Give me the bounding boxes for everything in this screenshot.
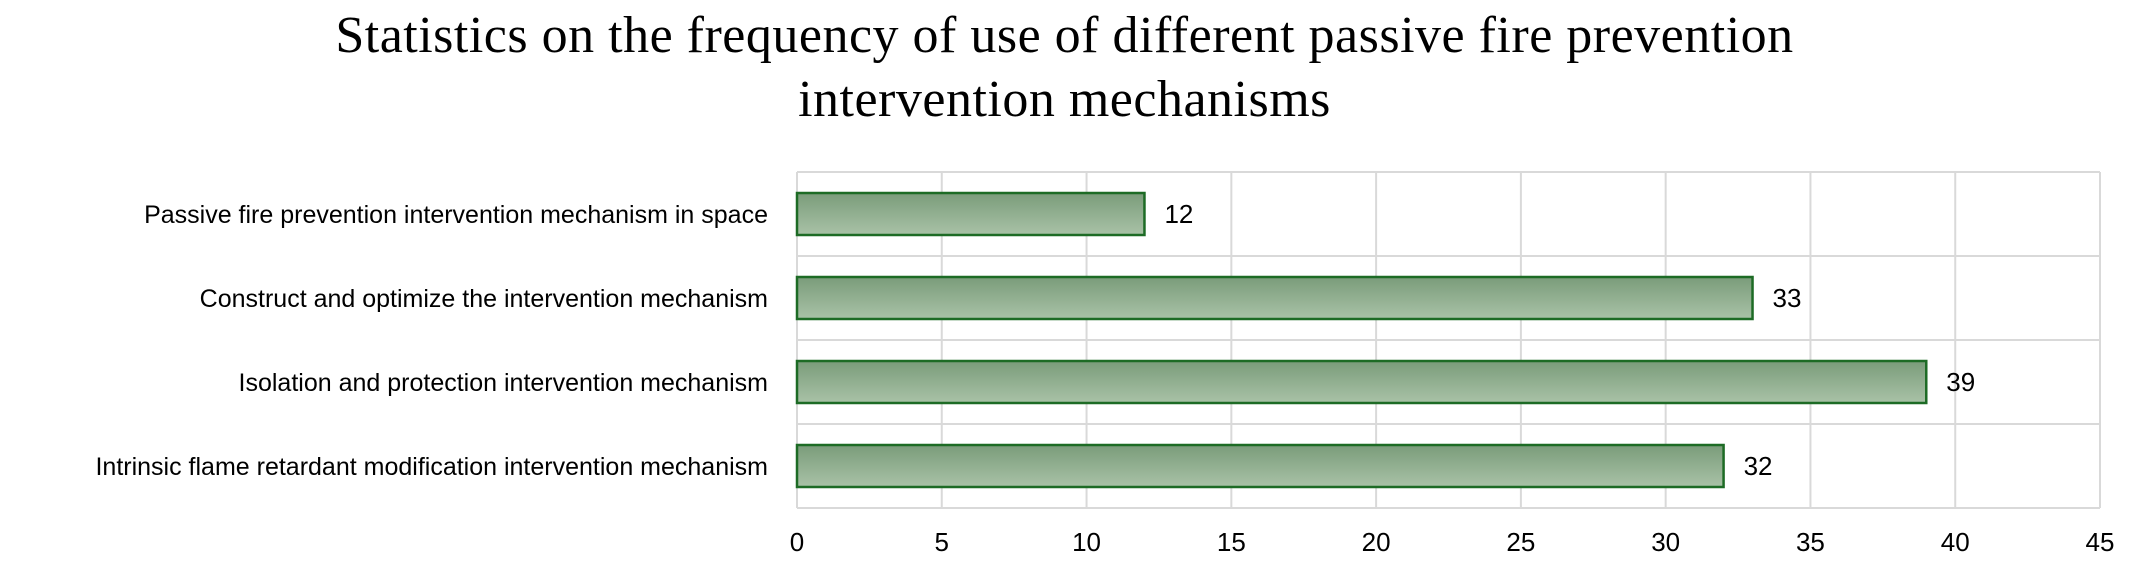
data-label-3: 32 <box>1744 451 1773 481</box>
chart-title-line-2: intervention mechanisms <box>798 71 1331 128</box>
data-label-1: 33 <box>1773 283 1802 313</box>
x-tick-label-20: 20 <box>1362 527 1391 557</box>
x-tick-label-0: 0 <box>790 527 804 557</box>
x-tick-label-45: 45 <box>2086 527 2115 557</box>
data-label-0: 12 <box>1164 199 1193 229</box>
x-tick-label-10: 10 <box>1072 527 1101 557</box>
category-label-3: Intrinsic flame retardant modification i… <box>95 453 768 481</box>
data-label-2: 39 <box>1946 367 1975 397</box>
bar-1 <box>795 275 1754 321</box>
chart-title: Statistics on the frequency of use of di… <box>0 4 2129 132</box>
chart-title-line-1: Statistics on the frequency of use of di… <box>335 7 1794 64</box>
x-tick-label-40: 40 <box>1941 527 1970 557</box>
x-tick-label-35: 35 <box>1796 527 1825 557</box>
x-tick-label-15: 15 <box>1217 527 1246 557</box>
bar-2 <box>795 359 1928 405</box>
bar-0 <box>795 191 1146 237</box>
category-label-1: Construct and optimize the intervention … <box>200 285 768 313</box>
x-tick-label-30: 30 <box>1651 527 1680 557</box>
category-label-2: Isolation and protection intervention me… <box>239 369 768 397</box>
category-label-0: Passive fire prevention intervention mec… <box>144 201 768 229</box>
bar-3 <box>795 443 1725 489</box>
x-tick-label-5: 5 <box>935 527 949 557</box>
x-tick-label-25: 25 <box>1506 527 1535 557</box>
